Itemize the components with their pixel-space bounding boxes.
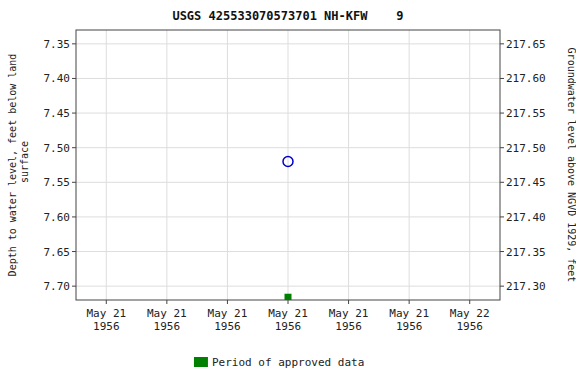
tick-label: 7.60 [44, 211, 71, 224]
grid-line [288, 30, 289, 300]
series [283, 157, 293, 167]
tick-label: May 211956 [329, 307, 369, 333]
tick-label: May 211956 [268, 307, 308, 333]
tick [500, 113, 504, 114]
series [285, 294, 292, 300]
grid-line [348, 30, 349, 300]
tick [500, 78, 504, 79]
tick-label: May 211956 [147, 307, 187, 333]
y2-axis: 217.65 217.60 217.55 217.50 217.45 217.40 217.… [500, 38, 546, 293]
grid-line [106, 30, 107, 300]
y2-axis-label: Groundwater level above NGVD 1929, feet [566, 48, 576, 283]
grid [76, 30, 500, 300]
tick-label: 7.55 [44, 176, 71, 189]
tick [288, 300, 289, 304]
legend: Period of approved data [194, 356, 364, 369]
tick [348, 300, 349, 304]
tick-label: 7.40 [44, 72, 71, 85]
tick [227, 300, 228, 304]
tick-label: May 221956 [450, 307, 490, 333]
tick [409, 300, 410, 304]
tick-label: 217.50 [506, 142, 546, 155]
tick-label: 217.65 [506, 38, 546, 51]
tick [72, 182, 76, 183]
tick-label: 217.30 [506, 280, 546, 293]
tick [72, 147, 76, 148]
tick [500, 251, 504, 252]
tick [500, 182, 504, 183]
plot-frame [76, 30, 500, 300]
grid-line [469, 30, 470, 300]
y-axis: 7.35 7.40 7.45 7.50 7.55 7.60 7.65 7.70 [44, 38, 77, 293]
tick-label: 217.40 [506, 211, 546, 224]
grid-line [227, 30, 228, 300]
tick-label: 7.50 [44, 142, 71, 155]
tick [72, 43, 76, 44]
tick [72, 78, 76, 79]
y-axis-label: Depth to water level, feet below land su… [7, 54, 30, 277]
tick-label: 217.35 [506, 246, 546, 259]
tick-label: 217.60 [506, 72, 546, 85]
tick-label: 217.55 [506, 107, 546, 120]
tick-label: May 211956 [208, 307, 248, 333]
point [285, 294, 292, 300]
title: USGS 425533070573701 NH-KFW 9 [172, 9, 403, 23]
tick [72, 113, 76, 114]
tick [500, 216, 504, 217]
legend-swatch [194, 357, 208, 367]
tick [500, 43, 504, 44]
tick-label: 7.35 [44, 38, 71, 51]
legend-label: Period of approved data [212, 356, 364, 369]
tick [72, 216, 76, 217]
x-axis: May 211956 May 211956 May 211956 May 211956… [86, 300, 489, 333]
grid-line [409, 30, 410, 300]
tick [106, 300, 107, 304]
tick [469, 300, 470, 304]
tick [72, 251, 76, 252]
tick [500, 286, 504, 287]
tick-label: 7.45 [44, 107, 71, 120]
tick-label: 7.65 [44, 246, 71, 259]
marks [283, 157, 293, 300]
tick-label: 7.70 [44, 280, 71, 293]
grid-line [166, 30, 167, 300]
point [283, 157, 293, 167]
tick-label: May 211956 [86, 307, 126, 333]
tick-label: 217.45 [506, 176, 546, 189]
tick [500, 147, 504, 148]
tick-label: May 211956 [389, 307, 429, 333]
tick [166, 300, 167, 304]
chart: 7.357.407.457.507.557.607.657.70217.6521… [0, 0, 576, 384]
tick [72, 286, 76, 287]
